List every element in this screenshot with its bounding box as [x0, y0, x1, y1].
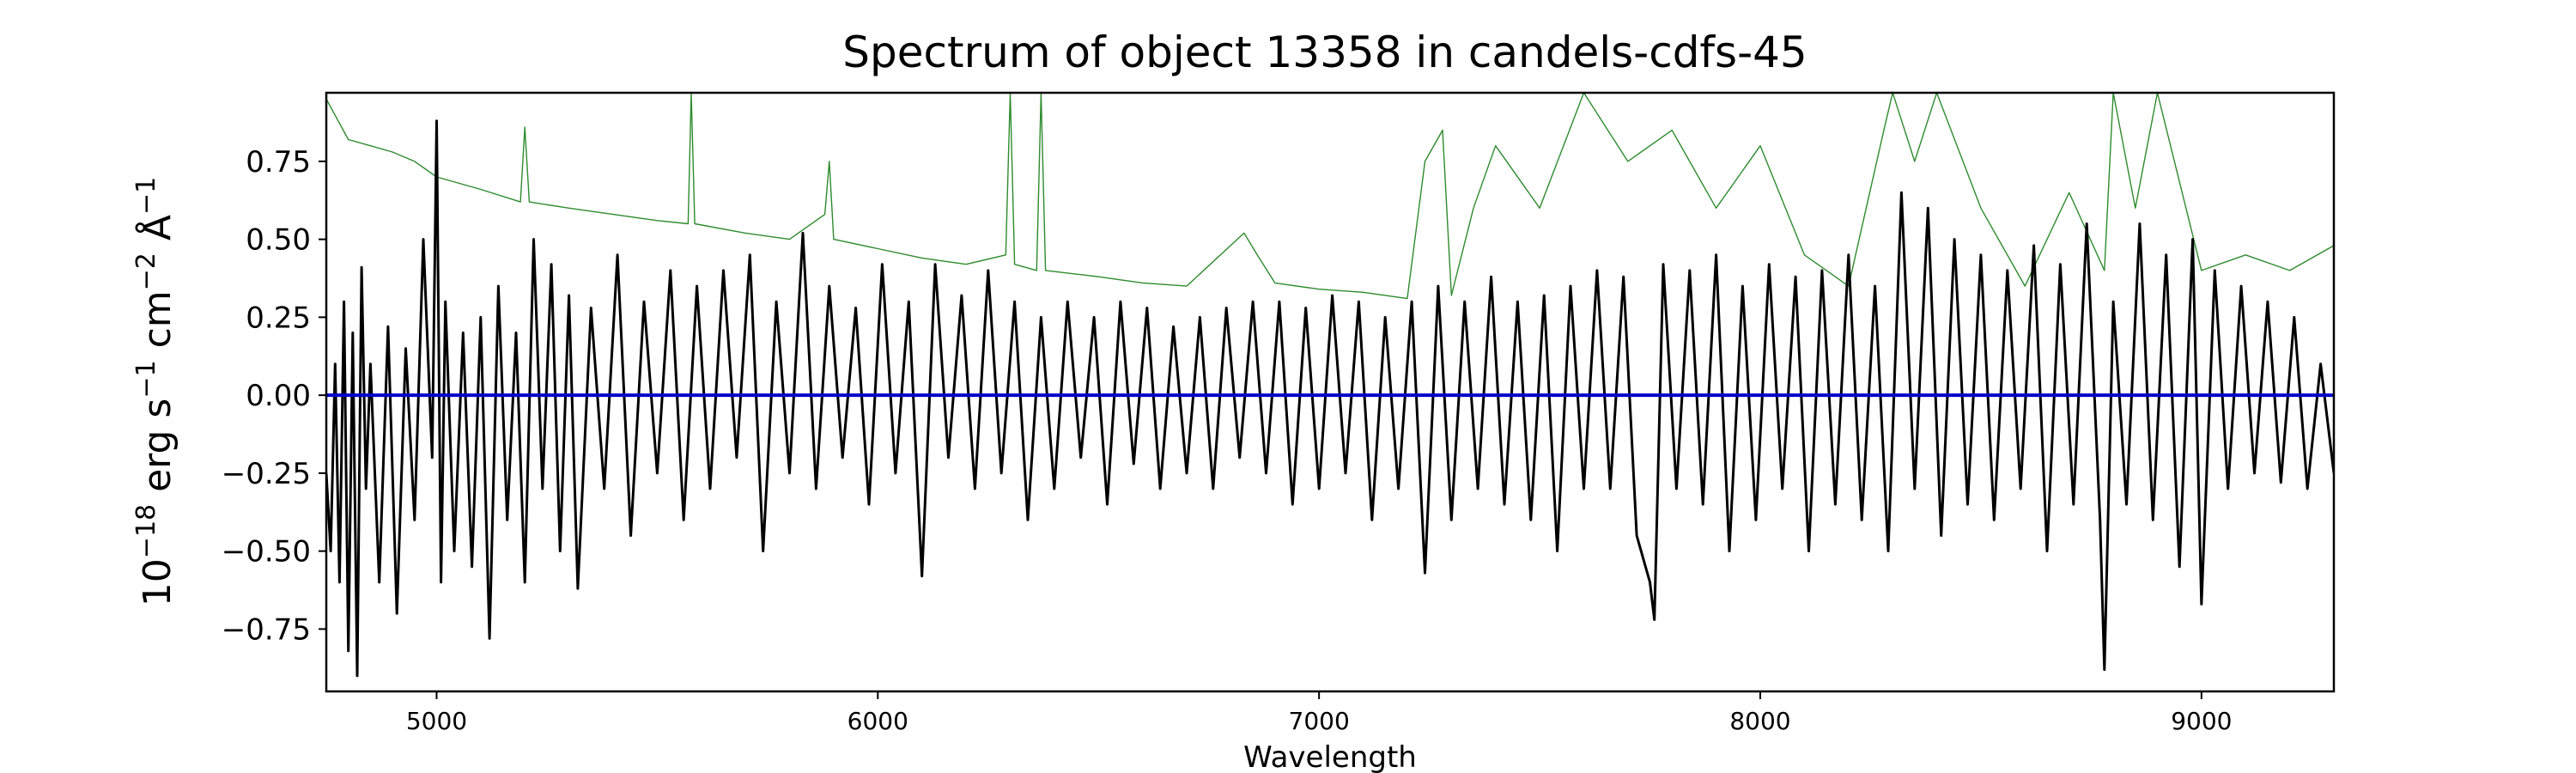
y-axis-label-unit: cm — [136, 290, 179, 360]
x-tick-label: 8000 — [1729, 707, 1790, 735]
y-axis-label-unit-exponent: −1 — [131, 177, 161, 215]
y-tick-label: −0.75 — [222, 612, 311, 647]
x-tick-label: 7000 — [1289, 707, 1350, 735]
y-axis-label-unit-exponent: −2 — [131, 253, 161, 290]
y-axis-label-exponent: −18 — [131, 504, 161, 558]
y-tick-label: −0.25 — [222, 457, 311, 491]
x-axis-ticks: 5000 6000 7000 8000 9000 — [406, 691, 2232, 735]
y-axis-label-unit-exponent: −1 — [131, 360, 161, 398]
x-tick-label: 5000 — [406, 707, 467, 735]
y-axis-ticks: −0.75 −0.50 −0.25 0.00 0.25 0.50 0.75 — [222, 145, 326, 647]
noise-series-line — [326, 93, 2334, 300]
plot-area — [326, 93, 2334, 678]
flux-series-line — [326, 119, 2334, 678]
y-axis-label-base: 10 — [136, 558, 179, 606]
y-tick-label: −0.50 — [222, 535, 311, 569]
x-tick-label: 6000 — [848, 707, 908, 735]
y-tick-label: 0.50 — [246, 223, 311, 258]
y-tick-label: 0.25 — [246, 301, 311, 335]
y-tick-label: 0.75 — [246, 145, 311, 180]
chart-title: Spectrum of object 13358 in candels-cdfs… — [842, 27, 1807, 77]
x-tick-label: 9000 — [2171, 707, 2232, 735]
y-axis-label-unit: Å — [134, 215, 179, 253]
y-axis-label: 10−18 erg s−1 cm−2 Å−1 — [131, 177, 179, 606]
y-axis-label-unit: erg s — [136, 399, 179, 504]
x-axis-label: Wavelength — [1243, 740, 1417, 773]
y-tick-label: 0.00 — [246, 379, 311, 413]
plot-frame — [325, 91, 2336, 693]
